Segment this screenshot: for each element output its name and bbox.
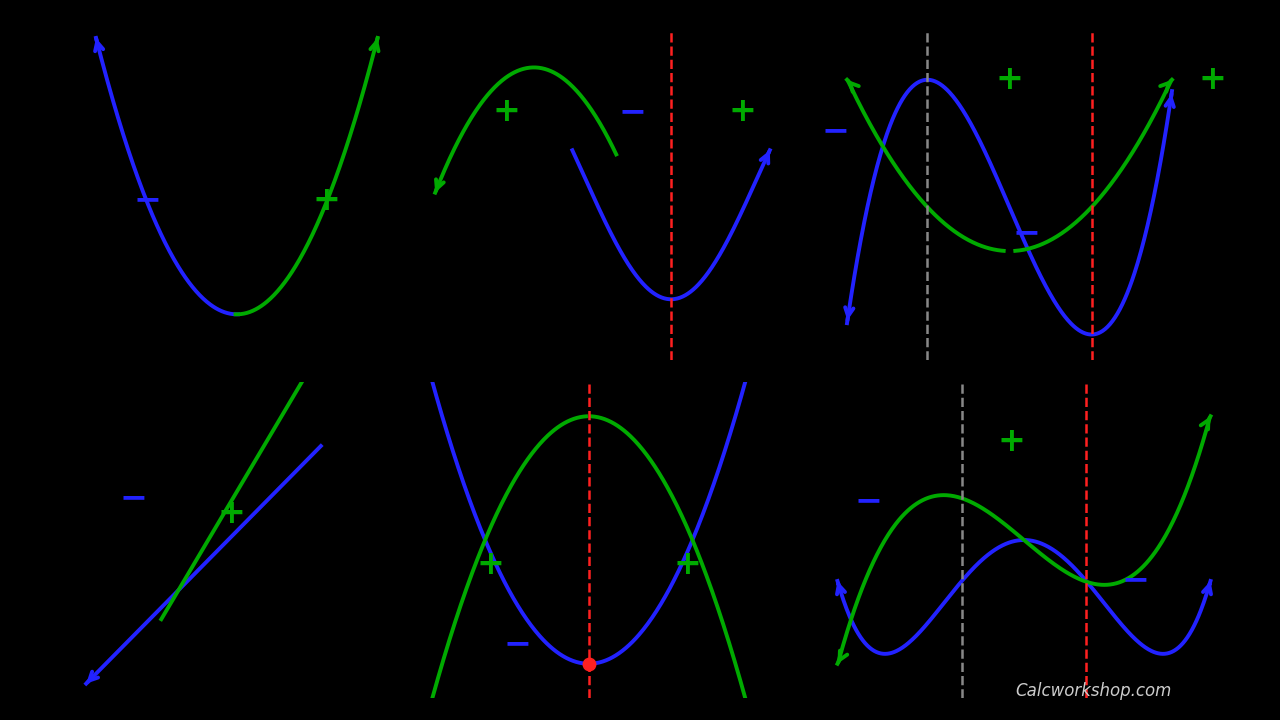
Text: −: − <box>1121 563 1149 596</box>
Text: +: + <box>493 95 521 128</box>
Text: Calcworkshop.com: Calcworkshop.com <box>1015 682 1171 700</box>
Text: −: − <box>503 627 531 660</box>
Text: +: + <box>1198 63 1226 96</box>
Text: −: − <box>1012 216 1041 249</box>
Text: +: + <box>476 548 504 581</box>
Text: −: − <box>822 114 850 147</box>
Text: −: − <box>618 95 646 128</box>
Text: +: + <box>997 425 1025 457</box>
Text: −: − <box>855 484 883 517</box>
Text: +: + <box>996 63 1024 96</box>
Text: +: + <box>673 548 701 581</box>
Text: +: + <box>218 497 246 530</box>
Text: −: − <box>133 184 161 217</box>
Text: +: + <box>312 184 340 217</box>
Text: −: − <box>119 481 147 514</box>
Text: +: + <box>728 95 756 128</box>
